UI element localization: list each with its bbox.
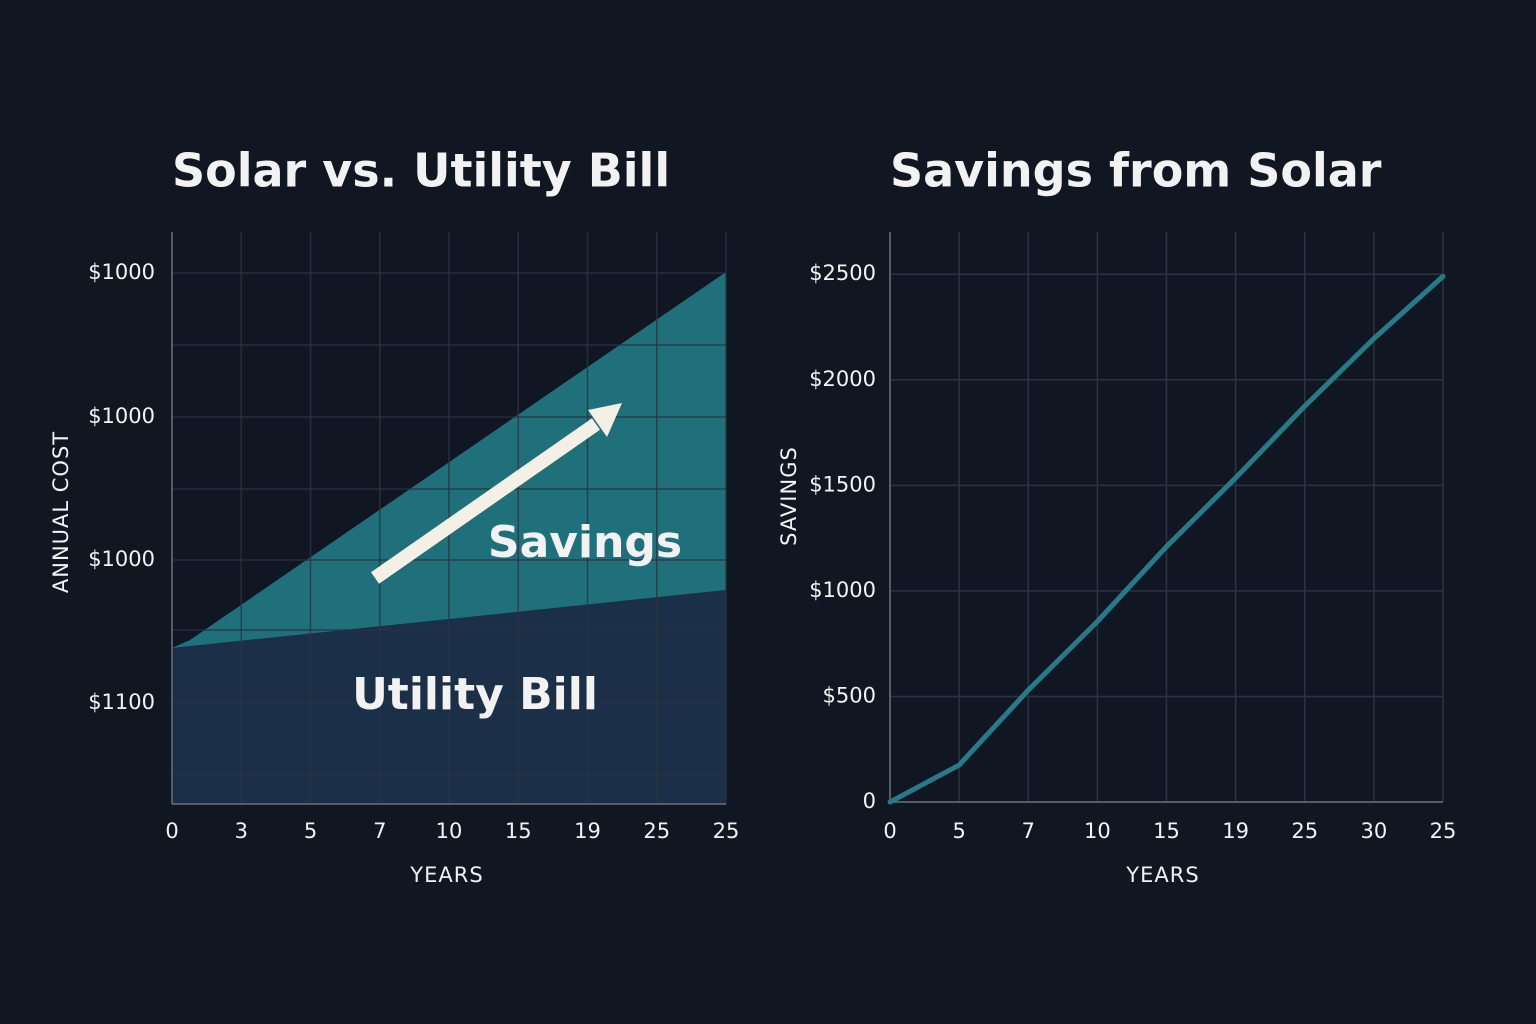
y-axis-label: SAVINGS [777, 446, 801, 546]
x-tick-label: 7 [1022, 819, 1035, 843]
y-tick-label: $1500 [809, 472, 876, 496]
y-tick-label: $2500 [809, 261, 876, 285]
x-tick-label: 19 [1222, 819, 1249, 843]
line [887, 273, 1446, 805]
x-tick-label: 25 [1430, 819, 1457, 843]
x-tick-label: 7 [373, 819, 386, 843]
x-tick-label: 0 [883, 819, 896, 843]
arrow-head [588, 403, 622, 437]
x-axis-label: YEARS [409, 863, 483, 887]
arrow-shaft [370, 418, 601, 584]
left-title: Solar vs. Utility Bill [172, 144, 670, 198]
left-chart [172, 232, 727, 804]
y-tick-label: $1000 [88, 547, 155, 571]
x-tick-label: 5 [952, 819, 965, 843]
x-tick-label: 19 [574, 819, 601, 843]
utility-label: Utility Bill [352, 669, 598, 720]
y-tick-label: $1000 [809, 578, 876, 602]
savings-label: Savings [488, 517, 682, 568]
y-tick-label: $1000 [88, 404, 155, 428]
y-axis-label: ANNUAL COST [49, 431, 73, 593]
x-tick-label: 0 [165, 819, 178, 843]
x-tick-label: 25 [643, 819, 670, 843]
y-tick-label: $1000 [88, 260, 155, 284]
x-tick-label: 3 [235, 819, 248, 843]
x-tick-label: 5 [304, 819, 317, 843]
y-tick-label: $2000 [809, 367, 876, 391]
x-tick-label: 25 [713, 819, 740, 843]
y-tick-label: $1100 [88, 690, 155, 714]
x-tick-label: 25 [1291, 819, 1318, 843]
y-tick-label: 0 [863, 789, 876, 813]
x-tick-label: 30 [1361, 819, 1388, 843]
x-tick-label: 10 [1084, 819, 1111, 843]
x-tick-label: 15 [505, 819, 532, 843]
right-title: Savings from Solar [890, 144, 1382, 198]
x-tick-label: 10 [436, 819, 463, 843]
x-tick-label: 15 [1153, 819, 1180, 843]
y-tick-label: $500 [823, 683, 876, 707]
x-axis-label: YEARS [1125, 863, 1199, 887]
